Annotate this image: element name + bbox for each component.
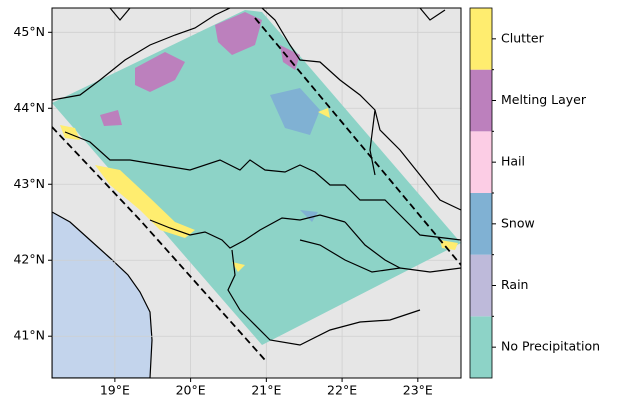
colorbar-label: Clutter	[501, 30, 545, 45]
colorbar-frame	[469, 7, 493, 379]
borders	[52, 8, 461, 346]
lon-label: 19°E	[100, 383, 130, 398]
map-area	[52, 8, 461, 378]
lon-label: 20°E	[176, 383, 206, 398]
lat-label: 43°N	[13, 176, 45, 191]
colorbar: No Precipitation Rain Snow Hail Melting Laye…	[469, 7, 600, 379]
lat-label: 44°N	[13, 100, 45, 115]
colorbar-segment	[470, 69, 492, 132]
colorbar-label: No Precipitation	[501, 339, 600, 354]
swath-edges	[52, 17, 461, 361]
colorbar-label: Snow	[501, 215, 535, 230]
lat-label: 45°N	[13, 24, 45, 39]
lat-label: 42°N	[13, 252, 45, 267]
colorbar-segment	[470, 254, 492, 317]
colorbar-label: Rain	[501, 277, 528, 292]
colorbar-segment	[470, 8, 492, 70]
map-frame	[51, 7, 462, 379]
lat-label: 41°N	[13, 328, 45, 343]
colorbar-segment	[470, 131, 492, 193]
radar-swath	[52, 10, 461, 345]
lon-label: 22°E	[327, 383, 357, 398]
lon-label: 23°E	[403, 383, 433, 398]
hydrometeor-patches	[60, 12, 458, 272]
colorbar-segment	[470, 193, 492, 255]
colorbar-label: Hail	[501, 154, 525, 169]
lon-label: 21°E	[251, 383, 281, 398]
colorbar-segment	[470, 316, 492, 378]
colorbar-label: Melting Layer	[501, 92, 587, 107]
